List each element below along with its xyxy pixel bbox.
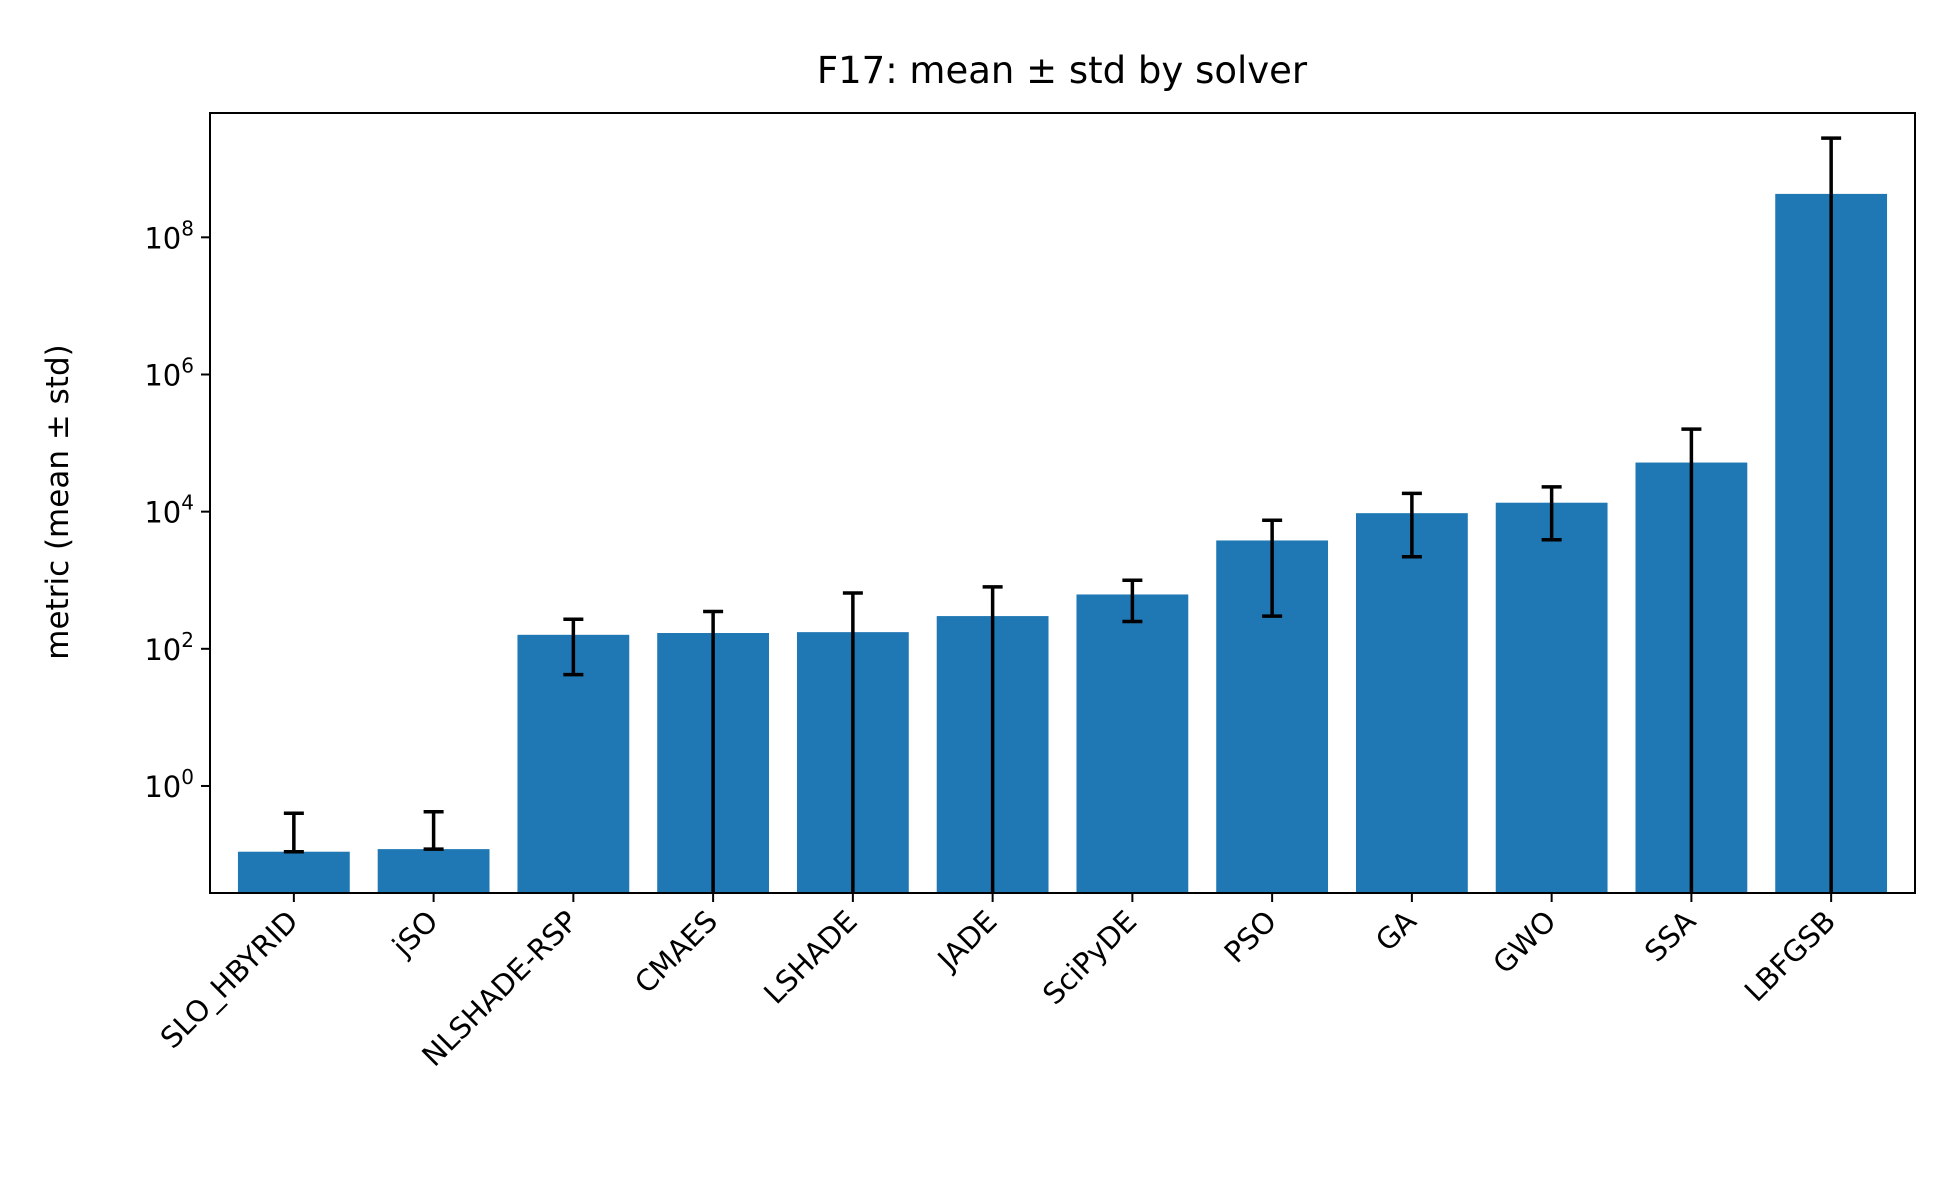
error-bar-ssa: [1681, 427, 1702, 893]
error-bars-group: [283, 136, 1842, 893]
error-bar-nlshade-rsp: [563, 617, 584, 677]
x-tick-label-ga: GA: [1369, 904, 1423, 958]
plot-area-frame: [209, 112, 1916, 894]
y-tick-label: 108: [144, 216, 194, 255]
error-bar-scipyde: [1122, 578, 1143, 624]
x-tick-label-jade: JADE: [930, 904, 1004, 978]
y-axis-ticks: 100 102 104 106 108: [144, 216, 210, 804]
error-bar-jso: [423, 810, 444, 851]
error-bar-cmaes: [703, 609, 724, 893]
chart-title: F17: mean ± std by solver: [817, 49, 1308, 92]
y-tick-label: 104: [144, 491, 194, 530]
x-tick-label-lbfgsb: LBFGSB: [1738, 904, 1842, 1008]
error-bar-ga: [1401, 491, 1422, 559]
error-bar-lshade: [842, 591, 863, 893]
x-tick-label-jso: jSO: [385, 904, 445, 964]
x-tick-label-pso: PSO: [1218, 904, 1284, 970]
x-tick-label-scipyde: SciPyDE: [1036, 904, 1143, 1011]
error-bar-lbfgsb: [1821, 136, 1842, 893]
bar-nlshade-rsp: [517, 634, 630, 893]
x-tick-label-slo-hbyrid: SLO_HBYRID: [154, 904, 305, 1055]
x-tick-label-ssa: SSA: [1638, 904, 1703, 969]
bar-gwo: [1495, 502, 1608, 893]
error-bar-slo-hbyrid: [283, 811, 304, 854]
error-bar-pso: [1262, 518, 1283, 618]
y-tick-label: 100: [144, 765, 194, 804]
y-tick-label: 106: [144, 353, 194, 392]
bar-jso: [377, 849, 490, 893]
x-tick-label-cmaes: CMAES: [628, 904, 724, 1000]
bar-ga: [1355, 513, 1468, 893]
error-bar-jade: [982, 585, 1003, 893]
y-tick-label: 102: [144, 628, 194, 667]
error-bar-gwo: [1541, 485, 1562, 542]
bars-group: [237, 193, 1888, 893]
y-axis-label: metric (mean ± std): [40, 344, 76, 659]
bar-scipyde: [1076, 594, 1189, 893]
bar-slo-hbyrid: [237, 851, 350, 893]
x-tick-label-gwo: GWO: [1486, 904, 1562, 980]
x-tick-label-lshade: LSHADE: [757, 904, 864, 1011]
